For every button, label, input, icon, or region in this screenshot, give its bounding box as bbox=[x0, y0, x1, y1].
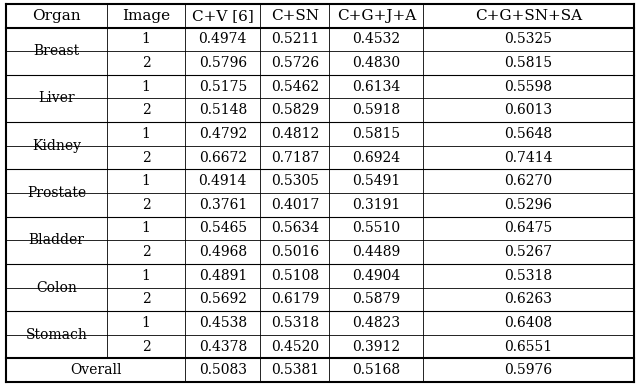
Text: 0.6134: 0.6134 bbox=[353, 80, 401, 94]
Text: 0.5465: 0.5465 bbox=[199, 222, 247, 235]
Text: 0.4830: 0.4830 bbox=[353, 56, 401, 70]
Text: 1: 1 bbox=[141, 316, 150, 330]
Text: 0.6672: 0.6672 bbox=[199, 151, 247, 164]
Text: 0.5815: 0.5815 bbox=[504, 56, 552, 70]
Text: 2: 2 bbox=[141, 292, 150, 306]
Text: 0.6924: 0.6924 bbox=[353, 151, 401, 164]
Text: 0.5108: 0.5108 bbox=[271, 269, 319, 283]
Text: 0.4532: 0.4532 bbox=[353, 32, 401, 46]
Text: 0.6013: 0.6013 bbox=[504, 103, 552, 117]
Text: 0.4538: 0.4538 bbox=[199, 316, 247, 330]
Text: 1: 1 bbox=[141, 174, 150, 188]
Text: 0.6475: 0.6475 bbox=[504, 222, 553, 235]
Text: 0.5726: 0.5726 bbox=[271, 56, 319, 70]
Text: 0.5148: 0.5148 bbox=[198, 103, 247, 117]
Text: 2: 2 bbox=[141, 103, 150, 117]
Text: 0.4489: 0.4489 bbox=[353, 245, 401, 259]
Text: 0.5016: 0.5016 bbox=[271, 245, 319, 259]
Text: 0.5381: 0.5381 bbox=[271, 363, 319, 378]
Text: Stomach: Stomach bbox=[26, 328, 88, 342]
Text: 0.6263: 0.6263 bbox=[504, 292, 552, 306]
Text: 0.4812: 0.4812 bbox=[271, 127, 319, 141]
Text: C+V [6]: C+V [6] bbox=[192, 8, 253, 23]
Text: 0.4520: 0.4520 bbox=[271, 340, 319, 354]
Text: 0.5598: 0.5598 bbox=[504, 80, 552, 94]
Text: 0.5510: 0.5510 bbox=[353, 222, 401, 235]
Text: 0.5175: 0.5175 bbox=[198, 80, 247, 94]
Text: C+G+J+A: C+G+J+A bbox=[337, 8, 416, 23]
Text: 0.6179: 0.6179 bbox=[271, 292, 319, 306]
Text: 0.5692: 0.5692 bbox=[199, 292, 247, 306]
Text: Prostate: Prostate bbox=[27, 186, 86, 200]
Text: 0.5976: 0.5976 bbox=[504, 363, 552, 378]
Text: C+SN: C+SN bbox=[271, 8, 319, 23]
Text: Kidney: Kidney bbox=[32, 139, 81, 153]
Text: C+G+SN+SA: C+G+SN+SA bbox=[475, 8, 582, 23]
Text: 1: 1 bbox=[141, 127, 150, 141]
Text: 0.6270: 0.6270 bbox=[504, 174, 552, 188]
Text: 0.5318: 0.5318 bbox=[271, 316, 319, 330]
Text: Organ: Organ bbox=[32, 8, 81, 23]
Text: 0.4891: 0.4891 bbox=[198, 269, 247, 283]
Text: 0.5879: 0.5879 bbox=[353, 292, 401, 306]
Text: 0.3191: 0.3191 bbox=[353, 198, 401, 212]
Text: 0.7187: 0.7187 bbox=[271, 151, 319, 164]
Text: Bladder: Bladder bbox=[29, 233, 84, 247]
Text: 0.5325: 0.5325 bbox=[504, 32, 552, 46]
Text: 2: 2 bbox=[141, 340, 150, 354]
Text: Breast: Breast bbox=[33, 44, 79, 58]
Text: 2: 2 bbox=[141, 151, 150, 164]
Text: 1: 1 bbox=[141, 80, 150, 94]
Text: 2: 2 bbox=[141, 56, 150, 70]
Text: 0.4904: 0.4904 bbox=[353, 269, 401, 283]
Text: 0.7414: 0.7414 bbox=[504, 151, 553, 164]
Text: 1: 1 bbox=[141, 269, 150, 283]
Text: 0.3912: 0.3912 bbox=[353, 340, 401, 354]
Text: 0.4017: 0.4017 bbox=[271, 198, 319, 212]
Text: Liver: Liver bbox=[38, 91, 75, 105]
Text: 0.5305: 0.5305 bbox=[271, 174, 319, 188]
Text: 0.5168: 0.5168 bbox=[353, 363, 401, 378]
Text: 0.4914: 0.4914 bbox=[198, 174, 247, 188]
Text: Overall: Overall bbox=[70, 363, 122, 378]
Text: 0.5634: 0.5634 bbox=[271, 222, 319, 235]
Text: 0.6408: 0.6408 bbox=[504, 316, 552, 330]
Text: 0.4823: 0.4823 bbox=[353, 316, 401, 330]
Text: 0.4974: 0.4974 bbox=[198, 32, 247, 46]
Text: Colon: Colon bbox=[36, 281, 77, 295]
Text: 0.5211: 0.5211 bbox=[271, 32, 319, 46]
Text: 1: 1 bbox=[141, 222, 150, 235]
Text: 0.4378: 0.4378 bbox=[198, 340, 247, 354]
Text: 0.6551: 0.6551 bbox=[504, 340, 552, 354]
Text: 0.5462: 0.5462 bbox=[271, 80, 319, 94]
Text: 2: 2 bbox=[141, 198, 150, 212]
Text: 1: 1 bbox=[141, 32, 150, 46]
Text: 0.4968: 0.4968 bbox=[199, 245, 247, 259]
Text: 0.5796: 0.5796 bbox=[199, 56, 247, 70]
Text: 0.5918: 0.5918 bbox=[353, 103, 401, 117]
Text: 0.5267: 0.5267 bbox=[504, 245, 552, 259]
Text: 0.5829: 0.5829 bbox=[271, 103, 319, 117]
Text: 0.4792: 0.4792 bbox=[198, 127, 247, 141]
Text: 0.5815: 0.5815 bbox=[353, 127, 401, 141]
Text: 0.5648: 0.5648 bbox=[504, 127, 552, 141]
Text: 2: 2 bbox=[141, 245, 150, 259]
Text: 0.5083: 0.5083 bbox=[199, 363, 247, 378]
Text: 0.5318: 0.5318 bbox=[504, 269, 552, 283]
Text: 0.5491: 0.5491 bbox=[353, 174, 401, 188]
Text: 0.5296: 0.5296 bbox=[504, 198, 552, 212]
Text: Image: Image bbox=[122, 8, 170, 23]
Text: 0.3761: 0.3761 bbox=[198, 198, 247, 212]
